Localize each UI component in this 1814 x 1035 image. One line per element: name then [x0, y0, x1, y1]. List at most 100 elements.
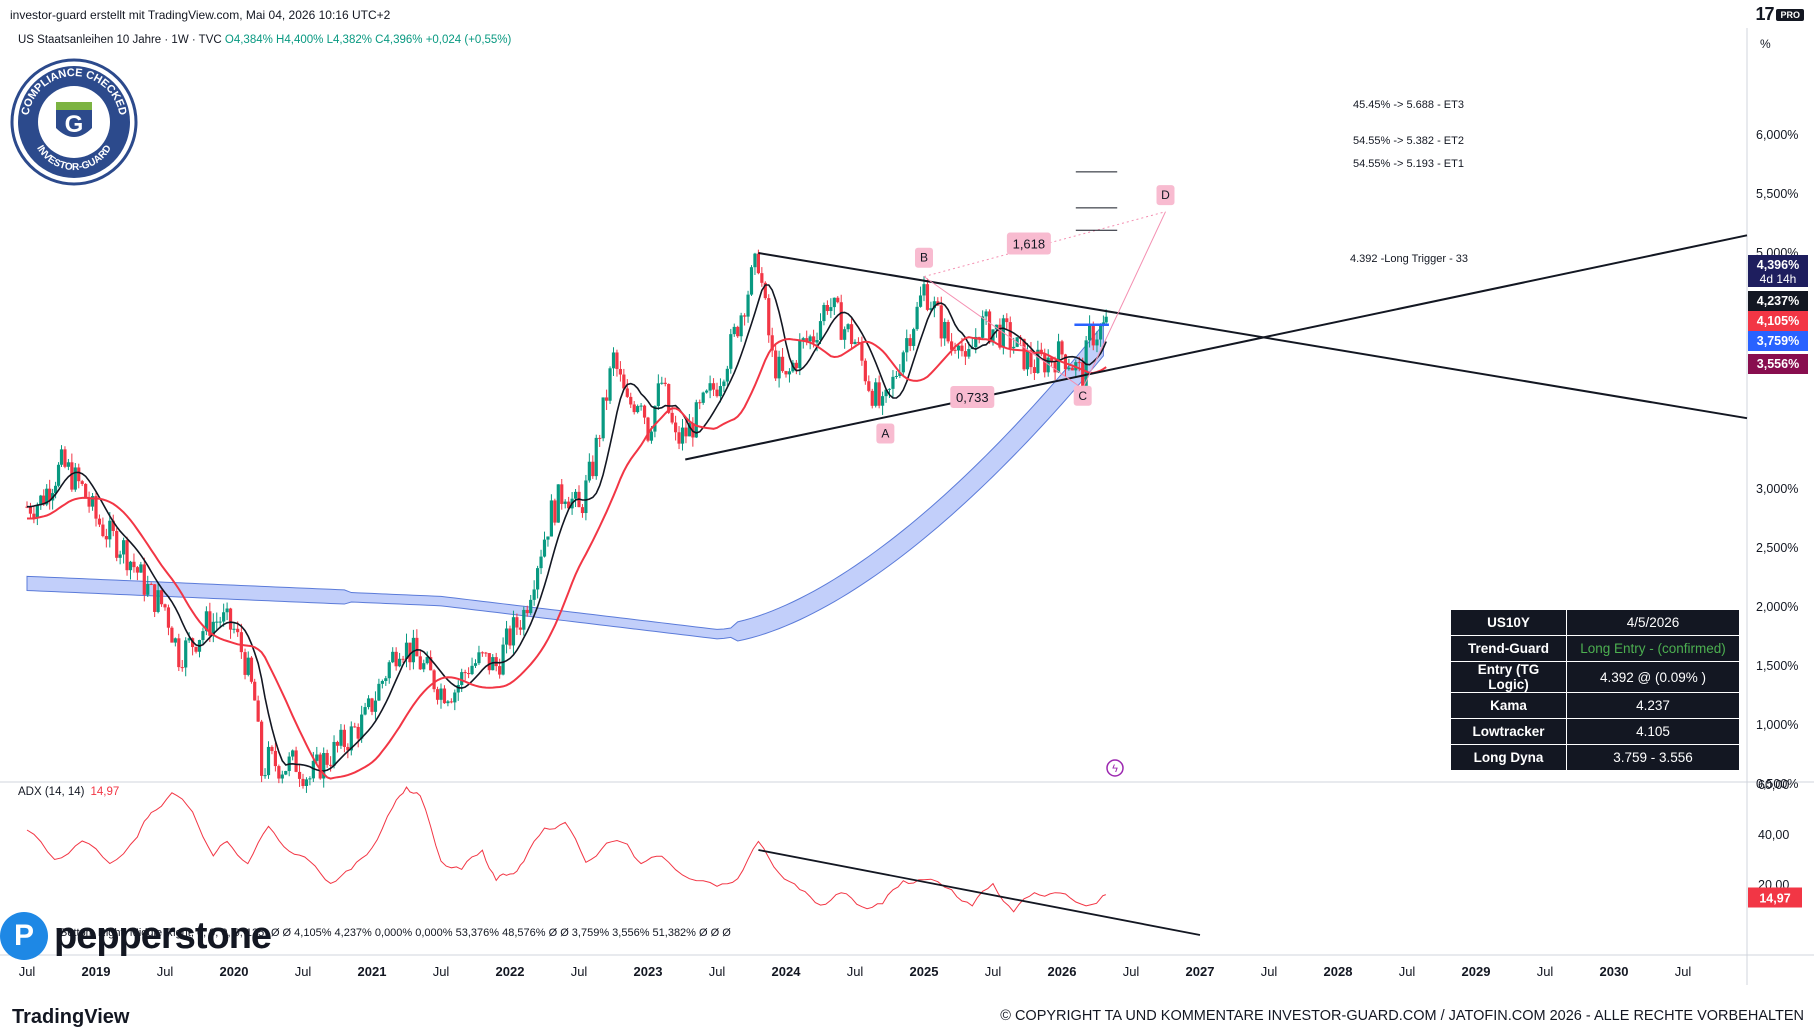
lowtracker-line: [27, 336, 1107, 780]
candle-body: [404, 642, 409, 659]
ratio-label: 0,733: [956, 390, 989, 405]
adx-value: 14,97: [90, 786, 120, 798]
candle-body: [601, 397, 605, 439]
candle-body: [901, 352, 905, 373]
ratio-label: 1,618: [1013, 237, 1046, 252]
ratio-label-box: [1006, 232, 1051, 255]
candle-body: [832, 297, 836, 308]
symbol-legend[interactable]: US Staatsanleihen 10 Jahre · 1W · TVC O4…: [18, 34, 511, 46]
candle-body: [480, 652, 484, 654]
candle-body: [881, 396, 885, 406]
candle-body: [808, 336, 812, 342]
candle-body: [984, 311, 988, 317]
candle-body: [42, 495, 46, 505]
candle-body: [236, 628, 240, 633]
candle-body: [784, 371, 788, 375]
panel-value: 4/5/2026: [1566, 609, 1740, 636]
candle-body: [867, 381, 871, 391]
candle-body: [63, 449, 67, 467]
adx-trendline: [758, 849, 1201, 936]
candle-body: [787, 371, 792, 375]
candle-body: [173, 638, 177, 643]
candle-body: [736, 326, 740, 337]
candle-body: [504, 628, 509, 645]
tradingview-pro-badge[interactable]: 17 PRO: [1755, 4, 1804, 25]
candle-body: [553, 500, 557, 523]
candle-body: [567, 501, 571, 509]
long-trigger-label: 4.392 -Long Trigger - 33: [1350, 253, 1468, 265]
candle-body: [953, 349, 957, 351]
price-badge: [1748, 311, 1808, 331]
candle-body: [132, 561, 136, 568]
wave-label: A: [881, 427, 889, 441]
time-tick-label: Jul: [1399, 964, 1416, 979]
candle-body: [1032, 367, 1036, 373]
candle-body: [70, 462, 74, 490]
ohlc-change: +0,024 (+0,55%): [425, 34, 512, 46]
adx-legend[interactable]: ADX (14, 14) 14,97: [18, 786, 119, 798]
candle-body: [674, 422, 678, 433]
candle-body: [1063, 354, 1068, 370]
candle-body: [774, 350, 778, 379]
price-tick-label: 2,500%: [1756, 541, 1798, 555]
wave-label: C: [1078, 389, 1087, 403]
candle-body: [177, 638, 181, 668]
candle-body: [843, 329, 847, 340]
tradingview-footer-logo[interactable]: TradingView: [12, 1006, 130, 1028]
candle-body: [101, 524, 105, 537]
candle-body: [605, 397, 609, 401]
kama-line: [27, 284, 1107, 772]
candle-body: [1025, 350, 1030, 370]
candle-body: [718, 386, 723, 397]
candle-body: [749, 267, 754, 295]
candle-body: [987, 311, 992, 343]
candle-body: [563, 501, 567, 504]
candle-body: [860, 343, 864, 361]
time-tick-label: 2027: [1186, 964, 1215, 979]
candle-body: [366, 698, 371, 708]
candle-body: [529, 599, 533, 614]
candle-body: [729, 334, 733, 369]
candle-body: [960, 345, 964, 352]
time-tick-label: 2028: [1324, 964, 1353, 979]
candle-body: [943, 321, 947, 339]
candle-body: [260, 721, 264, 776]
candle-body: [874, 382, 878, 406]
candle-body: [967, 349, 971, 357]
time-tick-label: Jul: [295, 964, 312, 979]
wave-cd-line: [1082, 211, 1166, 389]
candle-body: [215, 621, 219, 623]
candle-body: [767, 298, 771, 336]
candle-body: [977, 336, 981, 338]
candle-body: [687, 423, 691, 437]
candle-body: [439, 688, 443, 700]
candle-body: [636, 406, 640, 413]
candle-body: [649, 431, 654, 441]
candle-body: [449, 701, 453, 703]
candle-body: [836, 297, 840, 303]
panel-key: US10Y: [1450, 609, 1567, 636]
candle-body: [922, 284, 926, 296]
candle-body: [777, 356, 781, 379]
price-tick-label: 6,000%: [1756, 128, 1798, 142]
candle-body: [894, 375, 898, 377]
candle-body: [84, 483, 88, 499]
candle-body: [56, 464, 61, 486]
candle-body: [925, 284, 930, 310]
candle-body: [708, 383, 712, 391]
candle-body: [59, 449, 64, 465]
candle-body: [670, 412, 674, 423]
price-badge: [1748, 255, 1808, 287]
candle-body: [380, 680, 384, 684]
price-badge-label: 4,237%: [1757, 294, 1799, 308]
candle-body: [115, 530, 119, 558]
candle-body: [598, 437, 602, 439]
candle-body: [946, 321, 950, 342]
wave-label-box: [1073, 385, 1092, 406]
panel-row: Long Dyna 3.759 - 3.556: [1450, 744, 1740, 771]
candle-body: [956, 345, 961, 351]
price-badge-label: 4,105%: [1757, 314, 1799, 328]
symbol-name[interactable]: US Staatsanleihen 10 Jahre · 1W · TVC: [18, 34, 222, 46]
candle-body: [194, 647, 198, 652]
